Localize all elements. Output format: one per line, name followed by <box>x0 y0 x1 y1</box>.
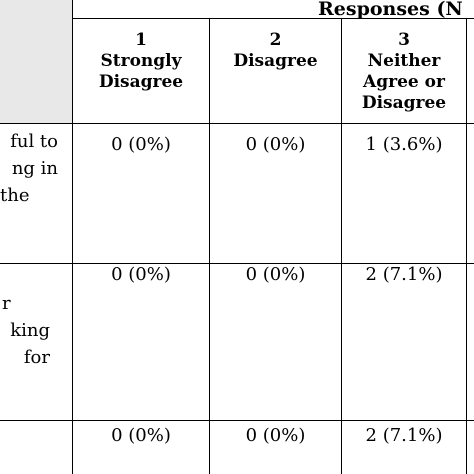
row-3-cell-2: 0 (0%) <box>245 425 306 446</box>
row-1-cell-3: 1 (3.6%) <box>365 134 443 155</box>
column-head-2-line1: Disagree <box>233 51 318 71</box>
column-head-3-line1: Neither <box>367 51 441 71</box>
column-divider-0 <box>72 0 73 474</box>
row-2-cell-2: 0 (0%) <box>245 264 306 285</box>
row-3-cell-3: 2 (7.1%) <box>365 425 443 446</box>
row-1-statement-line1: ful to <box>10 131 58 152</box>
row-1-cell-1: 0 (0%) <box>111 134 171 155</box>
column-head-3-number: 3 <box>398 30 410 50</box>
column-head-1: 1 Strongly Disagree <box>73 30 209 93</box>
column-head-1-line1: Strongly <box>100 51 182 71</box>
row-2-statement-line2: king <box>10 320 50 341</box>
row-divider-1 <box>0 263 474 264</box>
row-1-statement: ful to ng in the <box>0 128 58 209</box>
column-head-2: 2 Disagree <box>210 30 341 72</box>
row-2-statement-line3: for <box>23 347 50 368</box>
column-divider-1 <box>209 18 210 474</box>
header-bottom-rule <box>0 123 474 124</box>
column-head-3-line2: Agree or <box>363 72 445 92</box>
row-1-statement-line2: ng in <box>11 158 58 179</box>
row-2-statement-line1: r <box>2 293 11 314</box>
row-3-cell-1: 0 (0%) <box>111 425 171 446</box>
column-head-3-line3: Disagree <box>361 93 447 113</box>
row-1-statement-line3: the <box>0 185 30 206</box>
row-2-cell-3: 2 (7.1%) <box>365 264 443 285</box>
column-divider-3 <box>466 18 467 474</box>
row-divider-2 <box>0 420 474 421</box>
column-head-3: 3 Neither Agree or Disagree <box>342 30 466 114</box>
responses-header-title: Responses (N <box>318 0 463 20</box>
column-head-1-line2: Disagree <box>98 72 184 92</box>
header-top-rule <box>72 18 474 19</box>
row-2-statement: r king for <box>0 290 50 371</box>
row-2-cell-1: 0 (0%) <box>111 264 171 285</box>
row-1-cell-2: 0 (0%) <box>245 134 306 155</box>
column-head-2-number: 2 <box>269 30 282 50</box>
column-head-1-number: 1 <box>135 30 147 50</box>
statement-column-header <box>0 0 72 123</box>
column-divider-2 <box>341 18 342 474</box>
